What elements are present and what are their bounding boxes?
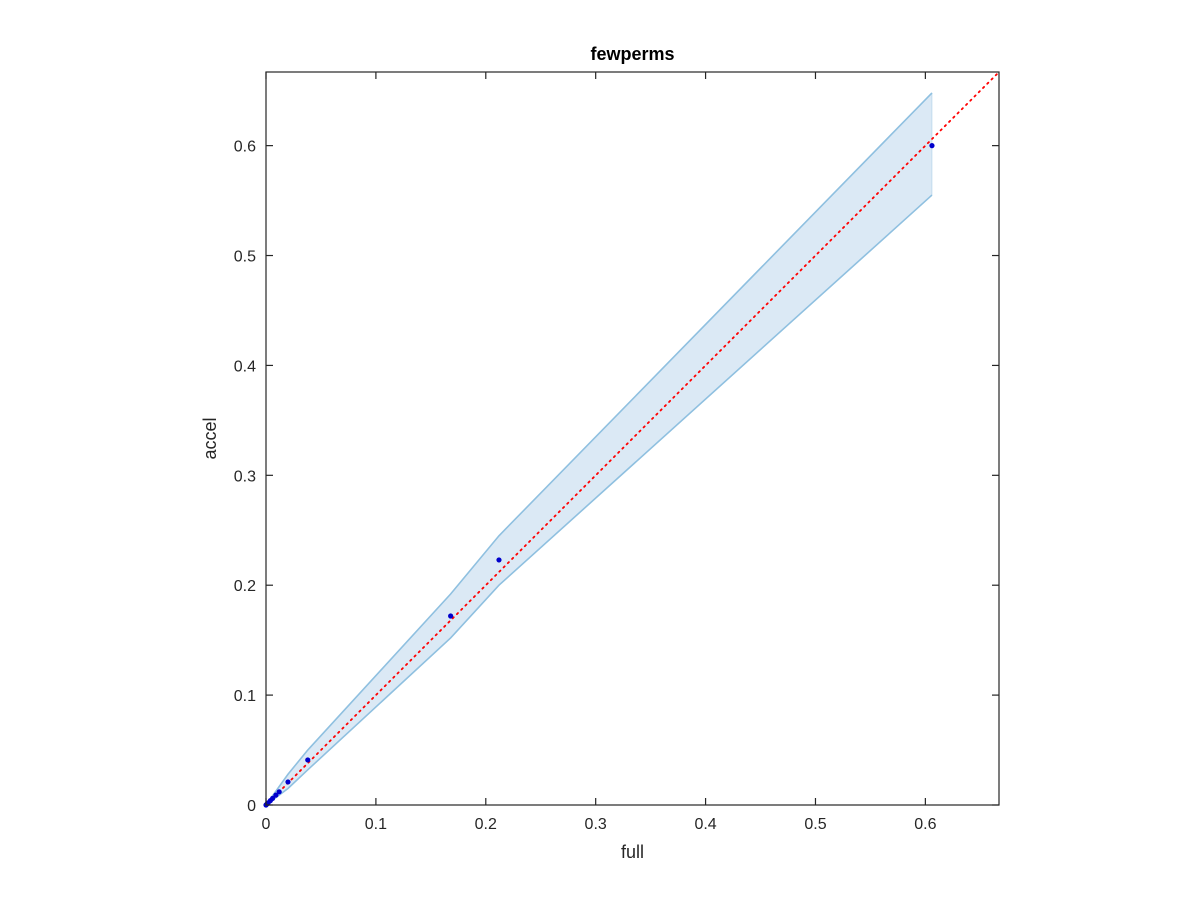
x-tick-label: 0.6 [914,816,936,833]
reference-line-group [265,71,1000,806]
x-tick-label: 0.4 [694,816,716,833]
y-tick-label: 0.6 [234,139,256,156]
x-axis-label: full [621,842,644,862]
y-tick-label: 0.2 [234,578,256,595]
data-point [273,792,279,798]
confidence-band-fill [266,92,932,805]
y-axis-label: accel [200,417,220,459]
ticks-group: 0 0.1 0.2 0.3 0.4 0.5 0.6 0 0.1 0.2 0.3 0.4 0.5 0.6 [234,72,999,833]
data-point [276,789,282,795]
x-tick-label: 0.2 [475,816,497,833]
data-point [285,779,291,785]
x-tick-label: 0.5 [804,816,826,833]
data-points-group [263,143,935,808]
confidence-band-group [265,92,933,806]
chart-title: fewperms [590,44,674,64]
reference-line [265,71,1000,806]
y-tick-label: 0.3 [234,468,256,485]
x-tick-label: 0.1 [365,816,387,833]
data-point [448,613,454,619]
x-tick-label: 0 [262,816,271,833]
confidence-band-upper-edge [265,92,933,806]
y-tick-label: 0.1 [234,688,256,705]
data-point [929,143,935,149]
data-point [496,557,502,563]
y-tick-label: 0.5 [234,249,256,266]
x-tick-label: 0.3 [585,816,607,833]
confidence-band-lower-edge [265,194,933,806]
y-tick-label: 0.4 [234,358,256,375]
data-point [305,757,311,763]
data-point [269,795,276,802]
axes-box [265,71,1000,806]
y-tick-label: 0 [247,798,256,815]
